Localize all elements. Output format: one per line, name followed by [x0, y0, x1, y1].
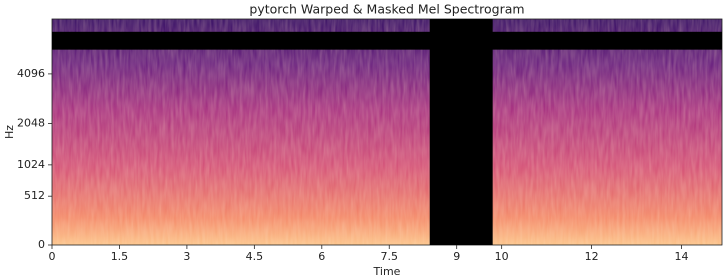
x-tick-label: 6	[318, 250, 325, 263]
spectrogram-texture	[52, 19, 722, 245]
x-tick-label: 12	[585, 250, 599, 263]
y-tick-label: 4096	[17, 67, 45, 80]
y-tick-label: 2048	[17, 116, 45, 129]
y-tick-label: 512	[24, 189, 45, 202]
x-axis-label: Time	[373, 265, 401, 278]
x-tick-label: 0	[49, 250, 56, 263]
time-mask	[429, 19, 493, 245]
x-tick-label: 7.5	[380, 250, 398, 263]
x-tick-label: 10	[495, 250, 509, 263]
x-tick-label: 3	[183, 250, 190, 263]
y-tick-label: 1024	[17, 158, 45, 171]
frequency-mask	[52, 31, 722, 50]
plot-frame	[51, 18, 723, 246]
x-tick-label: 1.5	[111, 250, 129, 263]
chart-title: pytorch Warped & Masked Mel Spectrogram	[249, 2, 524, 17]
y-tick-label: 0	[38, 238, 45, 251]
x-tick-label: 4.5	[246, 250, 264, 263]
x-tick-label: 9	[453, 250, 460, 263]
x-tick-label: 14	[675, 250, 689, 263]
y-axis-label: Hz	[3, 125, 16, 139]
